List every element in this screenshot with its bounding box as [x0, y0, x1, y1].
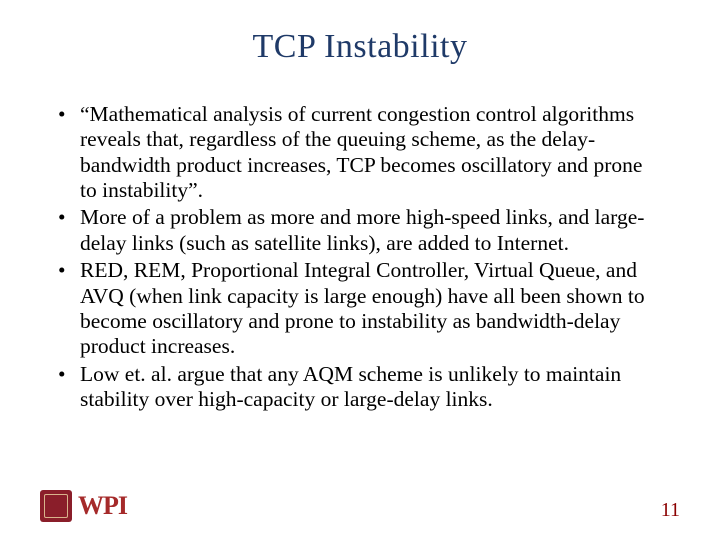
bullet-text: More of a problem as more and more high-…: [80, 205, 664, 256]
bullet-marker: •: [56, 258, 80, 359]
bullet-text: RED, REM, Proportional Integral Controll…: [80, 258, 664, 359]
bullet-marker: •: [56, 102, 80, 203]
wpi-logo-text: WPI: [78, 491, 127, 521]
bullet-marker: •: [56, 205, 80, 256]
bullet-item: • Low et. al. argue that any AQM scheme …: [56, 362, 664, 413]
bullet-text: Low et. al. argue that any AQM scheme is…: [80, 362, 664, 413]
bullet-item: • RED, REM, Proportional Integral Contro…: [56, 258, 664, 359]
slide: TCP Instability • “Mathematical analysis…: [0, 0, 720, 540]
bullet-item: • More of a problem as more and more hig…: [56, 205, 664, 256]
slide-body: • “Mathematical analysis of current cong…: [0, 102, 720, 412]
slide-footer: WPI 11: [40, 490, 680, 522]
bullet-text: “Mathematical analysis of current conges…: [80, 102, 664, 203]
page-number: 11: [661, 499, 680, 522]
wpi-seal-icon: [40, 490, 72, 522]
slide-title: TCP Instability: [0, 28, 720, 66]
bullet-marker: •: [56, 362, 80, 413]
bullet-item: • “Mathematical analysis of current cong…: [56, 102, 664, 203]
wpi-logo: WPI: [40, 490, 127, 522]
